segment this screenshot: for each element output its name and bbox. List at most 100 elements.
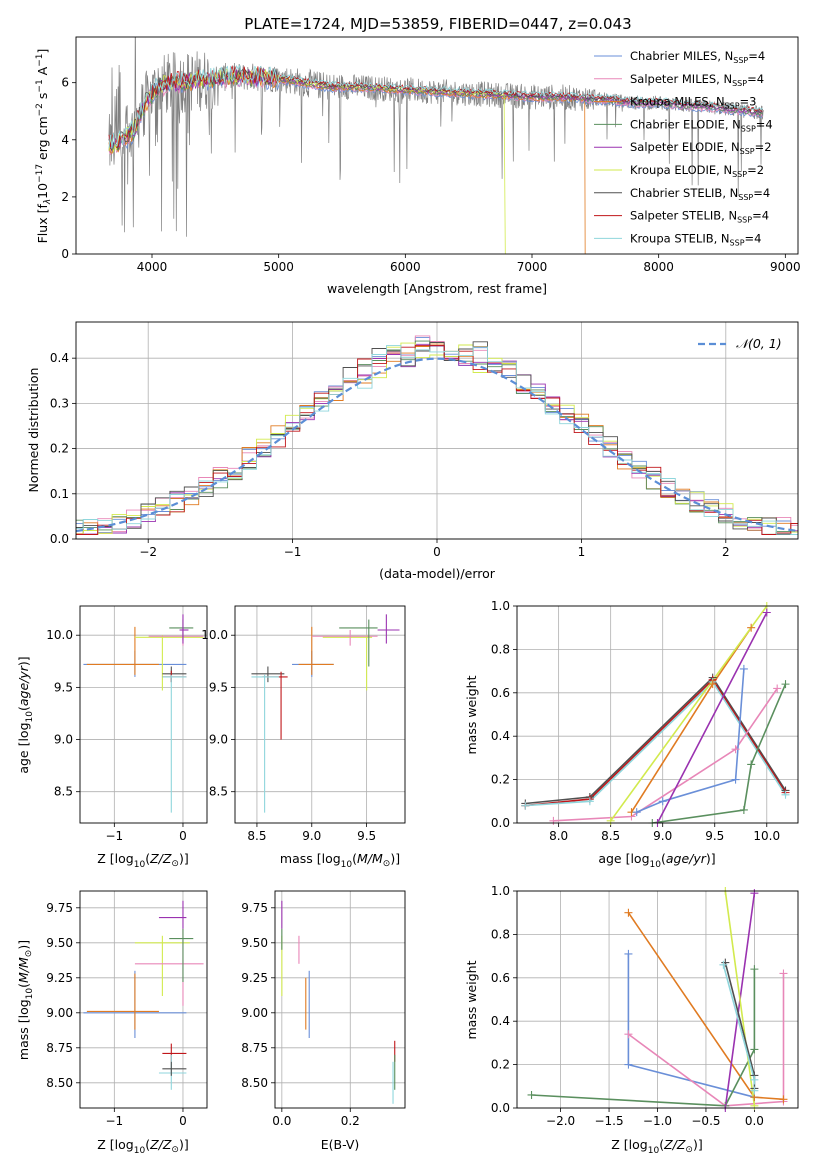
plot-area xyxy=(531,891,785,1108)
weight-line xyxy=(525,680,787,807)
y-tick-label: 0.0 xyxy=(50,532,69,546)
y-tick-label: 9.50 xyxy=(46,936,73,950)
legend-label-part: =2 xyxy=(747,163,764,177)
y-tick-label: 0.6 xyxy=(491,686,510,700)
axis-label: age [log10(age/yr)] xyxy=(598,851,715,870)
normal-curve xyxy=(76,357,798,533)
x-tick-label: 6000 xyxy=(390,260,421,274)
weight-marker xyxy=(624,1030,633,1039)
axis-label: mass [log10(M/M⊙)] xyxy=(280,851,400,870)
axis-label-part: )] xyxy=(693,1137,703,1152)
y-tick-label: 9.5 xyxy=(54,680,73,694)
y-axis-label-part: s xyxy=(35,93,50,104)
z-age-panel: −1 08.59.09.510.0Z [log10(Z/Z⊙)]age [log1… xyxy=(16,605,208,870)
weight-line xyxy=(610,606,768,822)
weight-marker xyxy=(750,1086,759,1095)
y-axis-label-part: −1 xyxy=(35,79,45,92)
y-tick-label: 0.0 xyxy=(491,816,510,830)
axes-frame xyxy=(516,890,799,1109)
y-tick-label: 0.4 xyxy=(50,351,69,365)
y-tick-label: 1.0 xyxy=(491,599,510,613)
y-axis-label-part: 10 xyxy=(25,988,35,1000)
y-tick-label: 0.6 xyxy=(491,971,510,985)
axes-frame xyxy=(234,605,406,824)
y-axis-label: mass weight xyxy=(464,960,479,1039)
plot-area xyxy=(281,900,396,1104)
ebv-mass-panel: 0.0 0.2 8.50 8.75 9.00 9.25 9.50 9.75 E(B-V) xyxy=(241,890,406,1152)
y-tick-label: 0.8 xyxy=(491,927,510,941)
residuals-panel: −2 −1 0 1 2 0.0 0.1 0.2 0.3 0.4 𝒩(0, 1) (data-model… xyxy=(26,321,799,581)
y-tick-label: 0.4 xyxy=(491,1014,510,1028)
legend-label-part: =4 xyxy=(747,72,764,86)
y-axis-label: mass [log10(M/M⊙)] xyxy=(16,940,35,1060)
y-tick-label: 9.5 xyxy=(209,680,228,694)
y-axis-label-part: −1 xyxy=(35,54,45,67)
y-tick-label: 0.2 xyxy=(50,442,69,456)
y-tick-label: 10.0 xyxy=(201,628,228,642)
weight-marker xyxy=(779,1095,788,1104)
x-tick-label: −1 xyxy=(284,545,302,559)
legend-label: Salpeter MILES, NSSP=4 xyxy=(630,72,764,88)
y-axis-label-part: age/yr xyxy=(16,665,31,706)
axes-frame xyxy=(75,321,799,540)
y-axis-label-part: ( xyxy=(16,983,31,988)
x-tick-label: 8.5 xyxy=(601,829,620,843)
y-tick-label: 9.00 xyxy=(46,1006,73,1020)
axis-label-part: 10 xyxy=(134,1146,146,1156)
legend-label: Kroupa MILES, NSSP=3 xyxy=(630,95,756,111)
y-tick-label: 9.25 xyxy=(241,971,268,985)
legend-label-part: Kroupa MILES, N xyxy=(630,95,725,109)
axis-label-part: ⊙ xyxy=(171,859,179,869)
axis-label-part: ( xyxy=(661,851,666,866)
axis-label-part: 10 xyxy=(648,1146,660,1156)
model-spectrum-line xyxy=(108,64,763,149)
x-tick-label: 7000 xyxy=(517,260,548,274)
legend-label: Chabrier STELIB, NSSP=4 xyxy=(630,186,770,202)
weight-marker xyxy=(719,960,728,969)
axis-label-part: ( xyxy=(145,1137,150,1152)
y-axis-label-part: ( xyxy=(16,706,31,711)
weight-line xyxy=(553,688,778,822)
y-axis-label: age [log10(age/yr)] xyxy=(16,656,35,773)
axis-label-part: 10 xyxy=(650,860,662,870)
x-tick-label: 0.2 xyxy=(341,1114,360,1128)
legend-label-part: SSP xyxy=(732,170,747,179)
weight-line xyxy=(636,668,745,813)
x-tick-label: 0 xyxy=(179,1114,187,1128)
x-tick-label: 0 xyxy=(179,829,187,843)
x-tick-label: 9.5 xyxy=(705,829,724,843)
y-axis-label: Flux [fλ10−17 erg cm−2 s−1 A−1] xyxy=(35,49,53,244)
x-tick-label: −1.0 xyxy=(643,1114,672,1128)
y-axis-label-part: −2 xyxy=(35,103,45,116)
legend-label-part: SSP xyxy=(738,193,753,202)
legend-label-part: Chabrier MILES, N xyxy=(630,49,733,63)
x-tick-label: 8.0 xyxy=(549,829,568,843)
axis-label-part: )] xyxy=(179,1137,189,1152)
weight-marker xyxy=(731,775,740,784)
weight-line xyxy=(525,678,787,807)
legend-label: Kroupa STELIB, NSSP=4 xyxy=(630,231,761,247)
y-tick-label: 0.1 xyxy=(50,487,69,501)
histogram-step xyxy=(76,345,798,535)
weight-marker xyxy=(779,969,788,978)
x-tick-label: 9.5 xyxy=(357,829,376,843)
axis-label-part: ⊙ xyxy=(685,1145,693,1155)
weight-marker xyxy=(521,801,530,810)
weight-marker xyxy=(773,684,782,693)
axis-label: Z [log10(Z/Z⊙)] xyxy=(97,1137,188,1156)
weight-marker xyxy=(731,745,740,754)
plot-area xyxy=(251,614,400,813)
y-tick-label: 8.50 xyxy=(241,1076,268,1090)
weight-marker xyxy=(747,760,756,769)
figure-title: PLATE=1724, MJD=53859, FIBERID=0447, z=0… xyxy=(244,15,631,33)
legend-label-part: =4 xyxy=(752,209,769,223)
y-axis-label-part: ⊙ xyxy=(24,950,34,958)
y-axis-label-part: ] xyxy=(35,49,50,54)
x-tick-label: 9000 xyxy=(770,260,801,274)
y-tick-label: 8.5 xyxy=(54,785,73,799)
y-axis-label-part: Flux [f xyxy=(35,204,50,244)
x-tick-label: −1 xyxy=(105,1114,123,1128)
y-axis-label-part: 10 xyxy=(25,711,35,723)
weight-line xyxy=(525,676,787,805)
plot-area xyxy=(525,606,787,823)
